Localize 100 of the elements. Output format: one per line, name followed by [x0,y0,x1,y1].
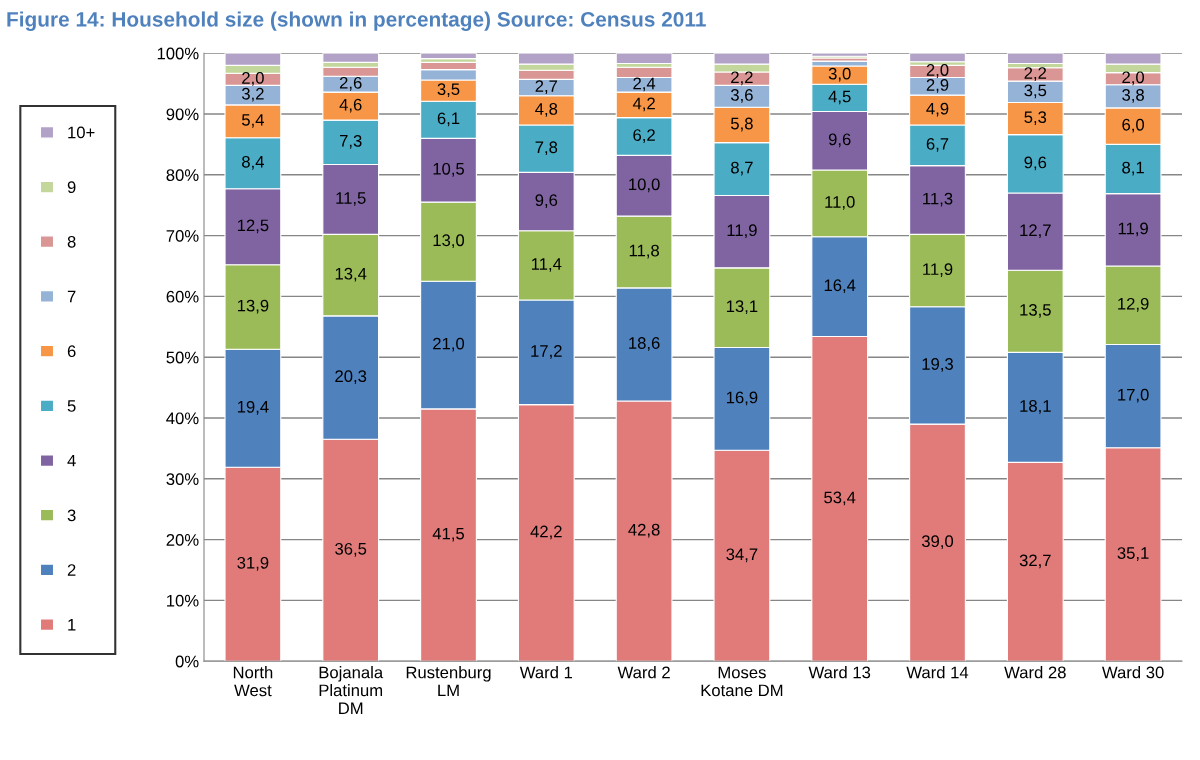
data-label: 19,3 [922,358,953,372]
legend-label: 5 [67,400,76,412]
data-label: 4,5 [828,90,851,105]
data-label: 17,2 [531,345,562,359]
x-tick-label: Moses Kotane DM [701,666,783,697]
data-label: 13,1 [726,300,758,315]
legend-label: 2 [67,564,76,576]
data-label: 10,5 [433,162,465,177]
data-label: 53,4 [824,491,856,506]
data-label: 2,4 [633,77,656,92]
legend-label: 6 [67,345,76,358]
data-label: 21,0 [433,337,465,352]
data-label: 6,1 [437,112,460,127]
legend-label: 8 [67,235,76,248]
data-label: 2,9 [926,79,949,93]
data-label: 13,0 [433,234,465,249]
data-label: 18,1 [1020,400,1051,414]
data-label: 12,9 [1118,297,1149,312]
data-label: 11,9 [1118,222,1148,237]
data-label: 5,4 [241,114,264,128]
data-label: 2,2 [1024,67,1047,81]
data-label: 4,6 [339,98,362,113]
data-label: 8,4 [242,155,264,170]
data-label: 3,5 [437,83,460,98]
x-tick-label: Ward 13 [808,666,871,679]
data-label: 2,0 [926,64,949,78]
y-tick-label: 70% [166,230,199,242]
y-tick-label: 100% [157,47,199,60]
data-label: 6,2 [633,129,655,143]
data-label: 11,4 [531,258,562,272]
data-label: 34,7 [726,548,758,563]
data-label: 8,7 [731,161,753,176]
chart-title: Figure 14: Household size (shown in percentage) Source: Census 2011 [7,11,706,31]
x-tick-label: Ward 14 [906,666,969,679]
x-tick-label: Ward 2 [617,666,670,679]
data-label: 18,6 [629,337,660,351]
data-label: 3,2 [241,87,264,102]
y-tick-label: 80% [166,169,199,181]
data-label: 4,2 [632,97,655,112]
data-label: 41,5 [432,527,465,542]
data-label: 5,3 [1024,111,1047,125]
data-label: 12,7 [1020,224,1051,239]
legend-label: 10+ [68,126,95,139]
data-label: 11,5 [336,192,366,206]
data-label: 11,9 [727,224,757,239]
data-label: 7,8 [535,141,558,156]
data-label: 42,2 [530,525,562,540]
x-tick-label: Ward 1 [519,666,573,679]
data-label: 39,0 [921,535,954,550]
data-label: 11,0 [825,196,855,210]
data-label: 9,6 [1024,156,1047,171]
data-label: 12,5 [237,219,269,234]
data-label: 5,8 [730,117,753,132]
legend-label: 7 [67,290,76,303]
data-label: 2,2 [731,71,753,86]
y-tick-label: 40% [166,412,199,425]
data-label: 11,3 [923,192,953,207]
data-label: 2,0 [242,72,264,86]
data-label: 2,0 [1122,71,1145,86]
data-label: 31,9 [237,556,269,571]
x-tick-label: Ward 28 [1004,666,1066,679]
x-tick-label: North West [233,666,273,697]
data-label: 8,1 [1122,161,1144,176]
data-label: 20,3 [335,370,367,385]
y-tick-label: 10% [167,594,199,607]
legend-label: 4 [67,454,76,467]
data-label: 19,4 [237,400,269,415]
data-label: 4,9 [926,102,949,117]
data-label: 6,0 [1122,118,1145,133]
data-label: 16,4 [824,279,856,294]
data-label: 35,1 [1117,547,1149,561]
data-label: 3,5 [1024,84,1047,99]
x-tick-label: Bojanala Platinum DM [319,666,384,715]
data-label: 13,5 [1020,303,1051,318]
data-label: 32,7 [1019,554,1051,569]
data-label: 10,0 [629,178,660,193]
data-label: 42,8 [628,523,660,538]
data-label: 9,6 [535,194,558,208]
data-label: 7,3 [339,134,362,149]
data-label: 2,7 [535,80,558,94]
y-tick-label: 30% [166,473,199,485]
legend-label: 3 [67,509,76,522]
data-label: 3,0 [828,67,851,82]
data-label: 13,9 [237,299,269,314]
y-tick-label: 90% [166,108,199,121]
data-label: 9,6 [828,133,851,148]
data-label: 4,8 [535,103,558,117]
data-label: 11,8 [629,244,659,259]
data-label: 3,6 [730,89,753,103]
data-label: 16,9 [726,391,758,406]
y-tick-label: 0% [175,655,199,668]
legend-label: 1 [68,619,76,631]
data-label: 2,6 [339,76,362,91]
x-tick-label: Ward 30 [1101,666,1164,679]
y-tick-label: 50% [166,351,199,364]
data-label: 13,4 [335,267,367,282]
data-label: 3,8 [1122,89,1144,103]
legend-label: 9 [67,181,76,194]
data-label: 17,0 [1118,388,1149,403]
data-label: 36,5 [335,542,367,557]
